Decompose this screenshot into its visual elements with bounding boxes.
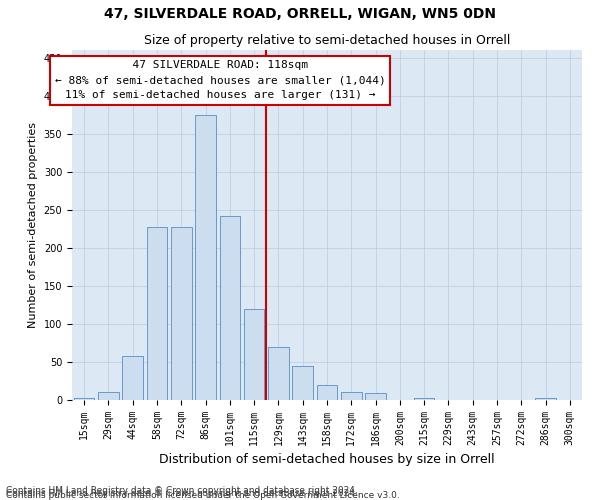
Title: Size of property relative to semi-detached houses in Orrell: Size of property relative to semi-detach… bbox=[144, 34, 510, 48]
Bar bbox=[220, 216, 240, 400]
Bar bbox=[341, 392, 362, 400]
Text: Contains public sector information licensed under the Open Government Licence v3: Contains public sector information licen… bbox=[6, 491, 400, 500]
Bar bbox=[122, 356, 143, 400]
Bar bbox=[268, 346, 289, 400]
Bar bbox=[365, 393, 386, 400]
Text: Contains HM Land Registry data © Crown copyright and database right 2024.: Contains HM Land Registry data © Crown c… bbox=[6, 486, 358, 495]
Bar bbox=[146, 226, 167, 400]
Text: 47 SILVERDALE ROAD: 118sqm  
← 88% of semi-detached houses are smaller (1,044)
1: 47 SILVERDALE ROAD: 118sqm ← 88% of semi… bbox=[55, 60, 385, 100]
Bar bbox=[317, 385, 337, 400]
Bar bbox=[535, 398, 556, 400]
Bar bbox=[244, 308, 265, 400]
Text: Contains HM Land Registry data © Crown copyright and database right 2024.
Contai: Contains HM Land Registry data © Crown c… bbox=[6, 489, 400, 500]
Bar bbox=[98, 392, 119, 400]
Y-axis label: Number of semi-detached properties: Number of semi-detached properties bbox=[28, 122, 38, 328]
Bar bbox=[292, 366, 313, 400]
Bar bbox=[195, 114, 216, 400]
Bar bbox=[74, 398, 94, 400]
X-axis label: Distribution of semi-detached houses by size in Orrell: Distribution of semi-detached houses by … bbox=[159, 454, 495, 466]
Text: 47, SILVERDALE ROAD, ORRELL, WIGAN, WN5 0DN: 47, SILVERDALE ROAD, ORRELL, WIGAN, WN5 … bbox=[104, 8, 496, 22]
Bar bbox=[171, 226, 191, 400]
Bar bbox=[414, 398, 434, 400]
